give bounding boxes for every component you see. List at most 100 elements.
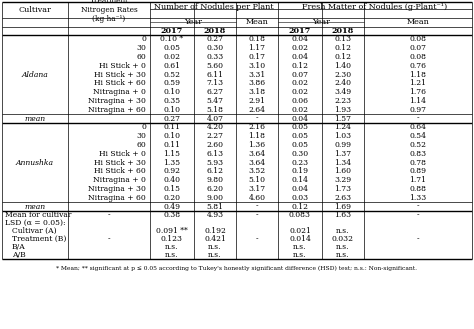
Text: 0.04: 0.04 — [292, 53, 309, 61]
Text: -: - — [417, 114, 419, 123]
Text: Treatment (B): Treatment (B) — [12, 235, 66, 243]
Text: 1.14: 1.14 — [410, 97, 427, 105]
Text: 0.54: 0.54 — [410, 132, 427, 140]
Text: 5.18: 5.18 — [207, 106, 224, 114]
Text: 0.14: 0.14 — [292, 176, 309, 184]
Text: 1.24: 1.24 — [335, 123, 352, 131]
Text: Nitragina + 30: Nitragina + 30 — [88, 97, 146, 105]
Text: -: - — [255, 203, 258, 211]
Text: 5.60: 5.60 — [207, 62, 224, 70]
Text: Year: Year — [312, 18, 330, 27]
Text: 2.64: 2.64 — [248, 106, 265, 114]
Text: n.s.: n.s. — [293, 251, 307, 259]
Text: 0.04: 0.04 — [292, 36, 309, 43]
Text: n.s.: n.s. — [165, 243, 179, 251]
Text: 0.04: 0.04 — [292, 185, 309, 193]
Text: 1.36: 1.36 — [248, 141, 265, 149]
Text: Mean for cultivar: Mean for cultivar — [5, 211, 72, 219]
Text: 0.10: 0.10 — [164, 106, 181, 114]
Text: 0.49: 0.49 — [164, 203, 181, 211]
Text: 3.64: 3.64 — [248, 159, 265, 166]
Text: 1.40: 1.40 — [335, 62, 352, 70]
Text: 1.93: 1.93 — [335, 106, 352, 114]
Text: Nitragina + 30: Nitragina + 30 — [88, 185, 146, 193]
Text: n.s.: n.s. — [336, 251, 350, 259]
Text: 0.02: 0.02 — [292, 106, 309, 114]
Text: 0.78: 0.78 — [410, 159, 427, 166]
Text: 0.04: 0.04 — [292, 114, 309, 123]
Text: 0.27: 0.27 — [207, 36, 224, 43]
Text: -: - — [255, 235, 258, 243]
Text: 30: 30 — [136, 132, 146, 140]
Text: 3.10: 3.10 — [248, 62, 265, 70]
Text: 2.63: 2.63 — [335, 194, 352, 202]
Text: 6.20: 6.20 — [207, 185, 224, 193]
Text: 1.03: 1.03 — [335, 132, 352, 140]
Text: 4.60: 4.60 — [248, 194, 265, 202]
Text: 0.35: 0.35 — [164, 97, 181, 105]
Text: LSD (α = 0.05):: LSD (α = 0.05): — [5, 219, 65, 227]
Text: 0.89: 0.89 — [410, 167, 427, 175]
Text: 7.13: 7.13 — [207, 79, 224, 88]
Text: n.s.: n.s. — [208, 251, 222, 259]
Text: Fresh Matter of Nodules (g·Plant⁻¹): Fresh Matter of Nodules (g·Plant⁻¹) — [302, 3, 447, 11]
Text: 0.97: 0.97 — [410, 106, 427, 114]
Text: 0.15: 0.15 — [164, 185, 181, 193]
Text: -: - — [108, 211, 110, 219]
Text: 0.27: 0.27 — [164, 114, 181, 123]
Text: 0.17: 0.17 — [248, 53, 265, 61]
Text: 0.05: 0.05 — [292, 132, 309, 140]
Text: 0.12: 0.12 — [335, 44, 352, 52]
Text: 0.10 *: 0.10 * — [160, 36, 183, 43]
Text: 0.014: 0.014 — [289, 235, 311, 243]
Text: 0.30: 0.30 — [292, 150, 309, 158]
Text: 1.71: 1.71 — [410, 176, 427, 184]
Text: 0.07: 0.07 — [410, 44, 427, 52]
Text: 3.31: 3.31 — [248, 71, 265, 79]
Text: -: - — [417, 211, 419, 219]
Text: 0.05: 0.05 — [292, 141, 309, 149]
Text: 1.15: 1.15 — [164, 150, 181, 158]
Text: Hi Stick + 0: Hi Stick + 0 — [99, 62, 146, 70]
Text: 0.88: 0.88 — [410, 185, 427, 193]
Text: 0.05: 0.05 — [164, 44, 181, 52]
Text: Hi Stick + 30: Hi Stick + 30 — [94, 71, 146, 79]
Text: 0.03: 0.03 — [292, 194, 309, 202]
Text: 5.10: 5.10 — [248, 176, 265, 184]
Text: 3.18: 3.18 — [248, 88, 265, 96]
Text: 0.76: 0.76 — [410, 62, 427, 70]
Text: Hi Stick + 30: Hi Stick + 30 — [94, 159, 146, 166]
Text: 5.47: 5.47 — [207, 97, 224, 105]
Text: 0.021: 0.021 — [289, 227, 311, 235]
Text: mean: mean — [25, 114, 46, 123]
Text: 1.18: 1.18 — [248, 132, 265, 140]
Text: 1.73: 1.73 — [335, 185, 352, 193]
Text: 0.10: 0.10 — [164, 88, 181, 96]
Text: * Mean; ** significant at p ≤ 0.05 according to Tukey's honestly significant dif: * Mean; ** significant at p ≤ 0.05 accor… — [56, 266, 418, 271]
Text: 2.91: 2.91 — [248, 97, 265, 105]
Text: 0.091 **: 0.091 ** — [156, 227, 188, 235]
Text: Mean: Mean — [407, 18, 429, 27]
Text: 0.123: 0.123 — [161, 235, 183, 243]
Text: 1.21: 1.21 — [410, 79, 427, 88]
Text: 0.59: 0.59 — [164, 79, 181, 88]
Text: 0.52: 0.52 — [164, 71, 181, 79]
Text: 4.20: 4.20 — [207, 123, 224, 131]
Text: 0.02: 0.02 — [292, 79, 309, 88]
Text: 6.27: 6.27 — [207, 88, 224, 96]
Text: 0.02: 0.02 — [292, 44, 309, 52]
Text: Treatment
Nitrogen Rates
(kg ha⁻¹): Treatment Nitrogen Rates (kg ha⁻¹) — [81, 0, 137, 23]
Text: -: - — [255, 114, 258, 123]
Text: 0.99: 0.99 — [335, 141, 352, 149]
Text: 1.33: 1.33 — [410, 194, 427, 202]
Text: 4.07: 4.07 — [207, 114, 224, 123]
Text: 0.64: 0.64 — [410, 123, 427, 131]
Text: 1.17: 1.17 — [248, 44, 265, 52]
Text: Nitragina + 60: Nitragina + 60 — [88, 106, 146, 114]
Text: -: - — [417, 235, 419, 243]
Text: 3.29: 3.29 — [335, 176, 352, 184]
Text: 0.19: 0.19 — [292, 167, 309, 175]
Text: 0.52: 0.52 — [410, 141, 427, 149]
Text: 60: 60 — [136, 141, 146, 149]
Text: 0.083: 0.083 — [289, 211, 311, 219]
